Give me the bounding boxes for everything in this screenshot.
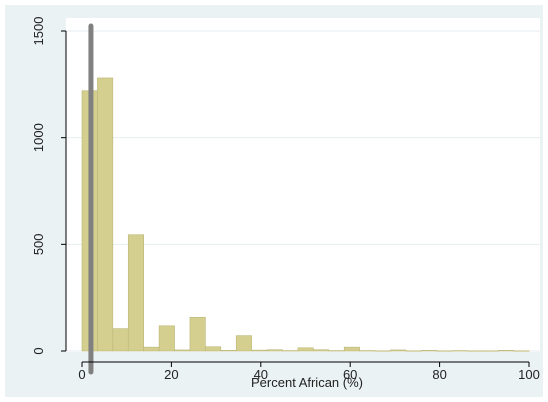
histogram-bar: [143, 346, 160, 352]
axes: [65, 31, 529, 363]
plot-area: [66, 18, 540, 352]
histogram-bar: [482, 350, 499, 352]
histogram-bar: [174, 349, 191, 352]
histogram-bar: [343, 346, 360, 352]
histogram-bar: [297, 347, 314, 352]
x-tick-label: 80: [432, 367, 446, 382]
histogram-bar: [313, 349, 330, 352]
x-axis-ticks: 0 20 40 60 80 100: [78, 362, 540, 382]
x-tick-label: 20: [164, 367, 178, 382]
x-axis-label: Percent African (%): [251, 375, 363, 390]
histogram-bar: [390, 349, 407, 352]
histogram-bar: [374, 350, 391, 352]
histogram-bar: [436, 350, 453, 352]
histogram-bar: [205, 346, 222, 352]
histogram-bar: [282, 350, 299, 352]
x-tick-label: 40: [254, 367, 268, 382]
histogram-bar: [220, 350, 237, 352]
histogram-bar: [235, 335, 252, 352]
histogram-bar: [112, 328, 129, 352]
histogram-bar: [266, 349, 283, 352]
histogram-bar: [251, 349, 268, 352]
y-tick-label: 1500: [31, 17, 46, 46]
histogram-bar: [359, 350, 376, 352]
x-tick-label: 60: [343, 367, 357, 382]
histogram-bar: [189, 316, 206, 352]
histogram-bar: [328, 350, 345, 352]
histogram-bar: [97, 77, 114, 352]
histogram-bar: [420, 350, 437, 352]
histogram-bar: [405, 350, 422, 352]
histogram-bar: [158, 325, 175, 352]
histogram-bar: [467, 350, 484, 352]
x-tick-label: 0: [78, 367, 85, 382]
x-tick-label: 100: [518, 367, 540, 382]
histogram-bar: [127, 234, 144, 352]
y-tick-label: 1000: [31, 123, 46, 152]
y-axis-ticks: 0 500 1000 1500: [31, 17, 66, 355]
histogram-bar: [513, 350, 530, 352]
histogram-bar: [451, 350, 468, 352]
histogram-bar: [498, 350, 515, 352]
y-tick-label: 500: [31, 233, 46, 255]
y-tick-label: 0: [31, 347, 46, 354]
